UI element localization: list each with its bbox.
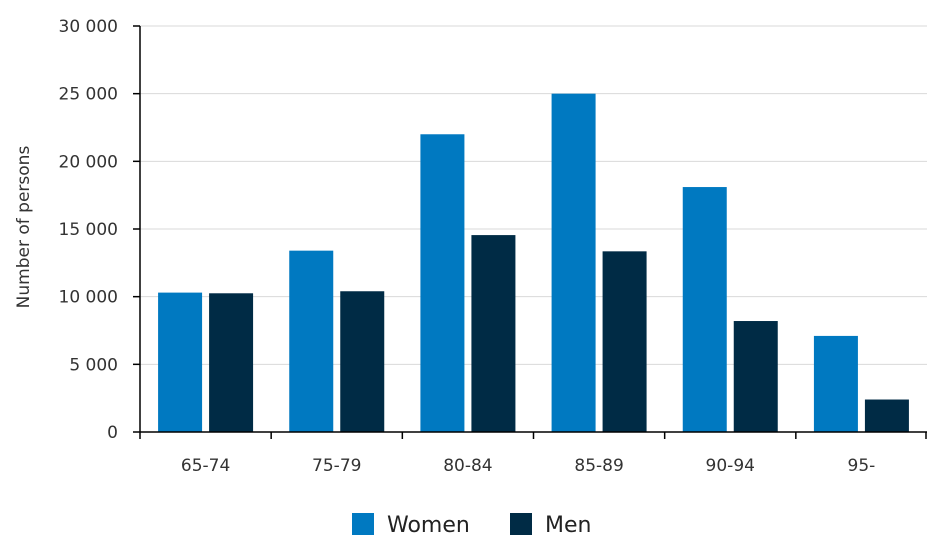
y-tick-label: 0	[107, 423, 118, 443]
gridlines	[140, 25, 927, 365]
x-tick-label: 75-79	[312, 456, 361, 476]
legend: Women Men	[352, 513, 591, 538]
axes	[133, 25, 927, 439]
bar-women-65-74	[158, 292, 203, 432]
bar-men-80-84	[471, 235, 516, 432]
legend-label-women: Women	[387, 513, 470, 538]
x-tick-label: 65-74	[181, 456, 230, 476]
y-tick-label: 5 000	[69, 355, 118, 375]
bar-men-85-89	[602, 251, 647, 432]
x-tick-label: 95-	[848, 456, 876, 476]
x-tick-label: 85-89	[574, 456, 623, 476]
bar-men-65-74	[209, 293, 254, 432]
y-tick-label: 30 000	[59, 17, 118, 37]
x-tick-label: 80-84	[443, 456, 492, 476]
legend-swatch-men	[510, 513, 532, 535]
legend-label-men: Men	[545, 513, 591, 538]
y-tick-label: 10 000	[59, 288, 118, 308]
x-tick-labels: 65-74 75-79 80-84 85-89 90-94 95-	[181, 456, 875, 476]
y-tick-label: 20 000	[59, 152, 118, 172]
bar-women-75-79	[289, 250, 334, 432]
y-tick-label: 25 000	[59, 85, 118, 105]
legend-swatch-women	[352, 513, 374, 535]
bar-women-95-	[813, 335, 858, 432]
y-axis-title: Number of persons	[14, 146, 34, 309]
y-tick-labels: 0 5 000 10 000 15 000 20 000 25 000 30 000	[59, 17, 118, 443]
bar-women-80-84	[420, 134, 465, 432]
bar-women-85-89	[551, 93, 596, 433]
x-tick-label: 90-94	[706, 456, 755, 476]
bar-men-75-79	[340, 291, 385, 432]
y-tick-label: 15 000	[59, 220, 118, 240]
bar-women-90-94	[682, 187, 727, 432]
bar-men-95-	[864, 399, 909, 432]
bar-men-90-94	[733, 321, 778, 432]
bars	[158, 93, 909, 433]
